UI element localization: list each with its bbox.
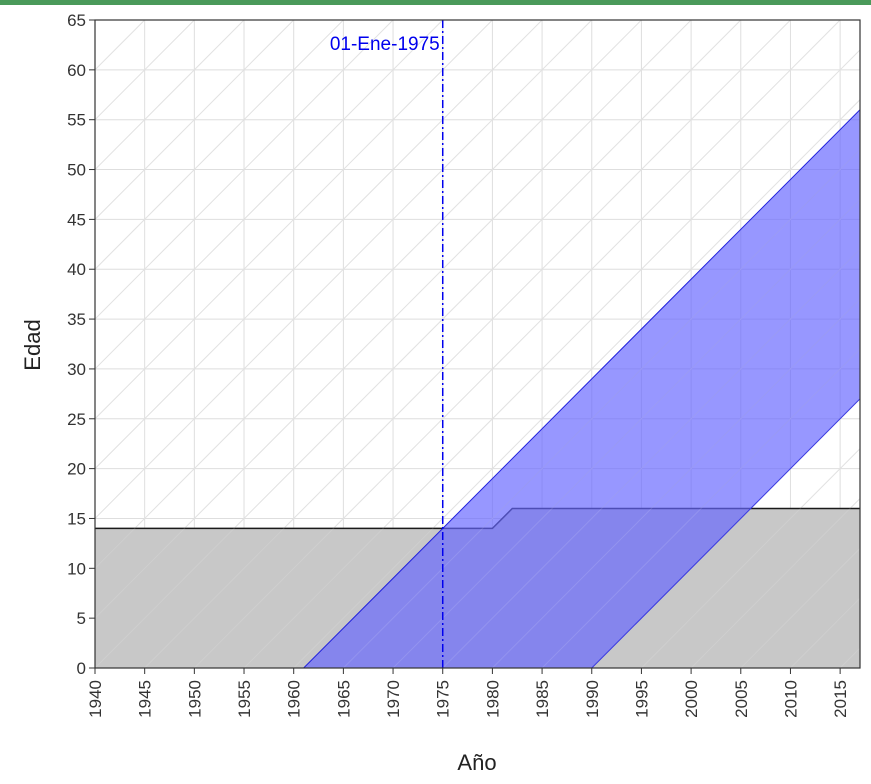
- y-tick-label: 10: [67, 559, 86, 578]
- y-tick-label: 60: [67, 61, 86, 80]
- x-tick-label: 1985: [533, 680, 552, 718]
- y-tick-label: 40: [67, 260, 86, 279]
- diagonal-gridline: [95, 20, 245, 171]
- diagonal-overlay: [95, 20, 543, 470]
- y-tick-label: 45: [67, 210, 86, 229]
- diagonal-gridline: [95, 20, 493, 420]
- y-tick-label: 25: [67, 410, 86, 429]
- diagonal-overlay: [95, 20, 245, 171]
- window-top-bar: [0, 0, 871, 5]
- diagonal-overlay: [95, 20, 493, 420]
- x-tick-label: 1950: [185, 680, 204, 718]
- diagonal-overlay: [243, 49, 860, 668]
- x-tick-label: 2000: [682, 680, 701, 718]
- diagonal-overlay: [144, 20, 791, 668]
- x-tick-label: 1975: [434, 680, 453, 718]
- diagonal-overlay: [95, 20, 593, 520]
- diagonal-gridline: [95, 20, 593, 520]
- y-tick-label: 50: [67, 161, 86, 180]
- diagonal-gridline: [95, 20, 295, 221]
- diagonal-overlay: [740, 547, 860, 668]
- diagonal-overlay: [392, 198, 860, 668]
- plot-frame: [94, 19, 861, 669]
- x-tick-label: 1955: [235, 680, 254, 718]
- x-tick-label: 1970: [384, 680, 403, 718]
- y-tick-label: 65: [67, 11, 86, 30]
- diagonal-overlay: [95, 20, 344, 270]
- diagonal-overlay: [95, 20, 444, 370]
- diagonal-overlay: [541, 348, 860, 668]
- diagonal-overlay: [95, 20, 295, 221]
- y-tick-label: 5: [77, 609, 86, 628]
- diagonal-overlay: [95, 20, 692, 619]
- diagonal-overlay: [95, 20, 742, 668]
- series-group: [95, 20, 860, 668]
- y-axis-title: Edad: [20, 319, 45, 370]
- annotations: 01-Ene-1975: [330, 20, 444, 668]
- diagonal-overlay: [591, 398, 860, 668]
- y-tick-label: 15: [67, 509, 86, 528]
- series-band-1: [302, 109, 860, 668]
- diagonal-overlay: [95, 20, 394, 320]
- x-tick-label: 1960: [285, 680, 304, 718]
- y-tick-label: 30: [67, 360, 86, 379]
- y-tick-label: 35: [67, 310, 86, 329]
- x-tick-label: 1945: [136, 680, 155, 718]
- diagonal-overlay: [293, 99, 860, 668]
- diagonal-gridline: [95, 20, 543, 470]
- reference-vline-label: 01-Ene-1975: [330, 34, 440, 55]
- y-tick-label: 20: [67, 460, 86, 479]
- x-tick-label: 1965: [334, 680, 353, 718]
- diagonal-overlay: [641, 447, 860, 668]
- x-tick-label: 1980: [483, 680, 502, 718]
- y-tick-label: 55: [67, 111, 86, 130]
- x-tick-label: 1995: [632, 680, 651, 718]
- x-axis-title: Año: [457, 750, 496, 775]
- x-tick-label: 2010: [781, 680, 800, 718]
- axes: 0 5 10 15 20 25 30 35 40 45 50 55 60 65 1940 1945 1950 19…: [67, 11, 861, 718]
- x-tick-label: 2005: [732, 680, 751, 718]
- x-tick-label: 1990: [583, 680, 602, 718]
- x-tick-label: 1940: [86, 680, 105, 718]
- diagonal-overlay: [690, 497, 860, 668]
- diagonal-overlay: [492, 298, 860, 668]
- diagonal-overlay: [442, 248, 860, 668]
- diagonal-overlay: [193, 20, 841, 668]
- diagonal-gridline: [95, 20, 394, 320]
- x-tick-label: 2015: [831, 680, 850, 718]
- diagonal-gridline: [95, 20, 344, 270]
- diagonal-gridline: [95, 20, 444, 370]
- diagonal-overlay: [95, 20, 642, 570]
- diagonal-overlay: [343, 148, 860, 668]
- y-tick-label: 0: [77, 659, 86, 678]
